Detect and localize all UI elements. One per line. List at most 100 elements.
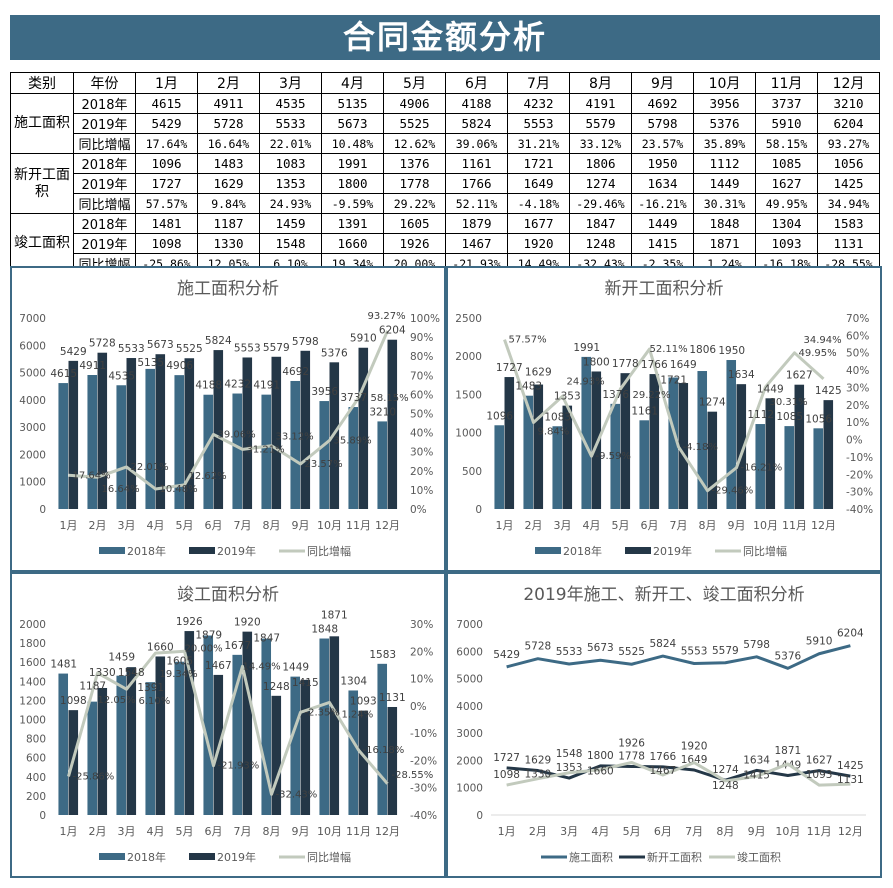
line-竣工面积 bbox=[506, 760, 851, 787]
value-cell: 3956 bbox=[693, 93, 756, 114]
bar-2018年 bbox=[348, 690, 359, 815]
bar-data-label: 1871 bbox=[321, 609, 348, 621]
value-cell: 1848 bbox=[693, 213, 756, 234]
bar-2018年 bbox=[232, 654, 243, 815]
x-tick-label: 1月 bbox=[496, 519, 514, 532]
column-header: 年份 bbox=[73, 72, 136, 94]
value-cell: 1459 bbox=[259, 213, 322, 234]
legend-item: 2019年 bbox=[653, 544, 692, 558]
line-data-label: 5579 bbox=[712, 645, 739, 657]
column-header: 6月 bbox=[445, 72, 508, 94]
y2-tick-label: 40% bbox=[410, 428, 433, 440]
bar-2018年 bbox=[261, 394, 272, 509]
line-data-label: 31.21% bbox=[247, 444, 285, 455]
bar-2019年 bbox=[126, 358, 137, 509]
value-cell: 29.22% bbox=[383, 193, 446, 214]
line-data-label: 1727 bbox=[493, 752, 520, 764]
bar-data-label: 1098 bbox=[60, 695, 87, 707]
x-tick-label: 7月 bbox=[685, 825, 703, 838]
bar-data-label: 1449 bbox=[757, 383, 784, 395]
y-tick-label: 1500 bbox=[455, 389, 482, 401]
category-cell: 竣工面积 bbox=[10, 213, 74, 274]
y-tick-label: 400 bbox=[26, 772, 46, 784]
bar-data-label: 1274 bbox=[699, 397, 726, 409]
table-row: 2019年 1098 1330 1548 1660 1926 1467 1920 1248 141… bbox=[11, 233, 880, 254]
x-tick-label: 12月 bbox=[838, 825, 863, 838]
bar-data-label: 4692 bbox=[282, 366, 309, 378]
bar-2018年 bbox=[203, 635, 214, 815]
value-cell: 1093 bbox=[755, 233, 818, 254]
bar-data-label: 1660 bbox=[147, 641, 174, 653]
bar-data-label: 1727 bbox=[496, 362, 523, 374]
value-cell: 33.12% bbox=[569, 133, 632, 154]
bar-2019年 bbox=[242, 631, 253, 815]
legend-swatch bbox=[189, 853, 215, 860]
value-cell: 1920 bbox=[507, 233, 570, 254]
bar-2019年 bbox=[387, 339, 398, 509]
line-data-label: -28.55% bbox=[392, 770, 434, 781]
value-cell: 34.94% bbox=[817, 193, 880, 214]
x-tick-label: 10月 bbox=[775, 825, 800, 838]
row-label: 2018年 bbox=[73, 153, 136, 174]
line-data-label: 1926 bbox=[618, 737, 645, 749]
line-data-label: 1.24% bbox=[342, 709, 374, 720]
value-cell: 1766 bbox=[445, 173, 508, 194]
column-header: 1月 bbox=[135, 72, 198, 94]
y-tick-label: 0 bbox=[39, 504, 46, 516]
value-cell: 1481 bbox=[135, 213, 198, 234]
y-tick-label: 7000 bbox=[456, 619, 483, 631]
value-cell: 1605 bbox=[383, 213, 446, 234]
table-row: 同比增幅 17.64% 16.64% 22.01% 10.48% 12.62% 39.06%… bbox=[11, 133, 880, 154]
value-cell: 5798 bbox=[631, 113, 694, 134]
value-cell: 23.57% bbox=[631, 133, 694, 154]
line-data-label: 6.10% bbox=[139, 696, 171, 707]
y2-tick-label: 20% bbox=[410, 646, 433, 658]
bar-data-label: 4191 bbox=[253, 380, 280, 392]
line-data-label: -9.59% bbox=[596, 451, 631, 462]
line-data-label: 1131 bbox=[837, 774, 864, 786]
bar-data-label: 4615 bbox=[50, 368, 77, 380]
line-data-label: -25.86% bbox=[73, 771, 115, 782]
line-data-label: 17.64% bbox=[73, 470, 111, 481]
bar-data-label: 1483 bbox=[515, 381, 542, 393]
value-cell: 58.15% bbox=[755, 133, 818, 154]
value-cell: 5579 bbox=[569, 113, 632, 134]
line-同比增幅 bbox=[503, 339, 825, 493]
line-同比增幅 bbox=[68, 330, 389, 491]
x-tick-label: 8月 bbox=[263, 519, 281, 532]
bar-2019年 bbox=[620, 373, 631, 509]
bar-2019年 bbox=[184, 631, 195, 815]
value-cell: 57.57% bbox=[135, 193, 198, 214]
line-data-label: 1627 bbox=[806, 755, 833, 767]
chart-title: 竣工面积分析 bbox=[177, 585, 279, 605]
y2-tick-label: 30% bbox=[410, 447, 433, 459]
x-tick-label: 1月 bbox=[60, 825, 78, 838]
table-row: 2019年 5429 5728 5533 5673 5525 5824 5553 5579 579… bbox=[11, 113, 880, 134]
value-cell: 5824 bbox=[445, 113, 508, 134]
bar-data-label: 5525 bbox=[176, 343, 203, 355]
y-tick-label: 2000 bbox=[456, 755, 483, 767]
bar-2018年 bbox=[494, 425, 505, 509]
bar-data-label: 1649 bbox=[670, 359, 697, 371]
bar-data-label: 1459 bbox=[108, 652, 135, 664]
value-cell: 1634 bbox=[631, 173, 694, 194]
value-cell: 1583 bbox=[817, 213, 880, 234]
y2-tick-label: 0% bbox=[410, 504, 427, 516]
bar-2018年 bbox=[203, 394, 214, 509]
bar-data-label: 1991 bbox=[573, 342, 600, 354]
legend-item: 2018年 bbox=[563, 544, 602, 558]
y2-tick-label: 20% bbox=[846, 400, 869, 412]
y2-tick-label: 80% bbox=[410, 351, 433, 363]
bar-data-label: 1085 bbox=[776, 411, 803, 423]
bar-2018年 bbox=[581, 356, 592, 509]
bar-2018年 bbox=[116, 385, 127, 509]
x-tick-label: 11月 bbox=[807, 825, 832, 838]
value-cell: 5673 bbox=[321, 113, 384, 134]
line-data-label: -4.18% bbox=[683, 442, 718, 453]
value-cell: 17.64% bbox=[135, 133, 198, 154]
bar-data-label: 5910 bbox=[350, 333, 377, 345]
bar-2019年 bbox=[765, 398, 776, 509]
bar-data-label: 1093 bbox=[350, 696, 377, 708]
bar-data-label: 3956 bbox=[311, 386, 338, 398]
chart-completed-area: 竣工面积分析 0 200 400 600 800 1000 1200 1400 1600 1800 2… bbox=[10, 572, 446, 878]
